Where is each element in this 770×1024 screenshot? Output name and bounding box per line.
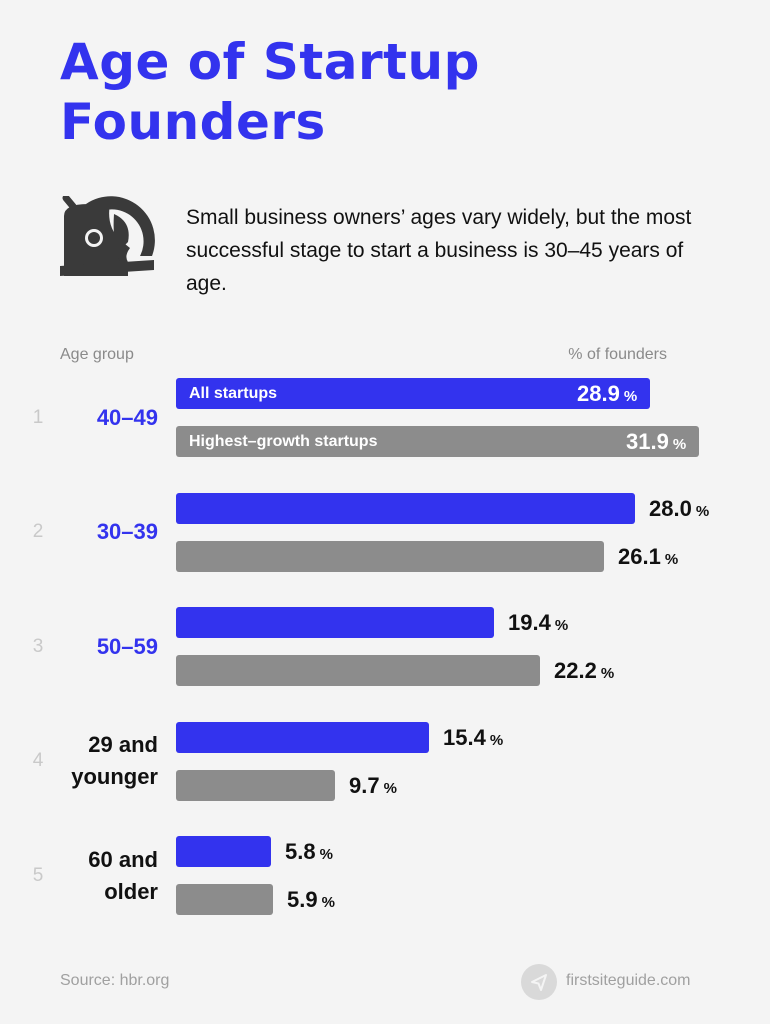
age-group-label-line: 60 and <box>88 846 158 872</box>
bar-all-startups <box>176 836 271 867</box>
age-group-label: 30–39 <box>40 516 158 548</box>
chart-title: Age of Startup Founders <box>60 32 680 152</box>
value-number: 5.9 <box>287 887 318 912</box>
title-line-2: Founders <box>60 93 326 151</box>
founder-gauge-icon <box>60 196 155 276</box>
age-group-label: 40–49 <box>40 402 158 434</box>
title-line-1: Age of Startup <box>60 33 480 91</box>
value-unit: % <box>695 502 710 520</box>
paper-plane-glyph <box>531 974 547 991</box>
paper-plane-icon <box>521 964 557 1000</box>
value-number: 5.8 <box>285 839 316 864</box>
value-label: 28.0% <box>649 493 709 527</box>
age-group-label-line: 30–39 <box>96 519 158 544</box>
value-label: 31.9% <box>626 426 686 460</box>
value-number: 28.0 <box>649 495 692 521</box>
age-group-label: 29 and younger <box>40 729 158 793</box>
value-unit: % <box>664 550 679 568</box>
age-group-header: Age group <box>60 346 134 363</box>
value-label: 19.4% <box>508 607 568 641</box>
value-unit: % <box>554 617 569 634</box>
value-number: 31.9 <box>626 429 669 454</box>
rank-number: 5 <box>32 864 44 886</box>
value-number: 26.1 <box>618 543 661 569</box>
rank-number: 3 <box>32 635 44 657</box>
value-label: 22.2% <box>554 655 614 689</box>
value-unit: % <box>383 779 397 797</box>
intro-text: Small business owners’ ages vary widely,… <box>186 206 692 295</box>
bar-highest-growth <box>176 655 540 686</box>
value-number: 28.9 <box>577 381 620 406</box>
age-group-label-line: younger <box>71 764 158 789</box>
age-group-label: 60 and older <box>40 844 158 908</box>
bar-highest-growth <box>176 884 273 915</box>
rank-number: 2 <box>32 521 44 542</box>
rank-number: 4 <box>32 750 44 771</box>
age-group-label-line: 29 and <box>88 732 158 757</box>
value-number: 22.2 <box>554 658 597 683</box>
value-unit: % <box>600 665 615 682</box>
series-label: Highest–growth startups <box>189 433 378 450</box>
value-label: 5.8% <box>285 836 333 870</box>
bar-all-startups <box>176 721 429 753</box>
value-unit: % <box>623 388 638 405</box>
value-number: 15.4 <box>443 724 486 750</box>
age-group-label-line: 50–59 <box>96 633 158 659</box>
bar-highest-growth <box>176 540 604 572</box>
rank-number: 1 <box>32 406 44 428</box>
value-number: 9.7 <box>349 772 380 798</box>
percent-header: % of founders <box>568 346 667 363</box>
series-label: All startups <box>189 385 278 402</box>
value-unit: % <box>489 731 504 749</box>
bar-all-startups: All startups <box>176 378 650 409</box>
bar-highest-growth: Highest–growth startups <box>176 426 699 457</box>
age-group-label-line: older <box>104 878 158 904</box>
age-group-label: 50–59 <box>40 631 158 663</box>
bar-all-startups <box>176 492 635 524</box>
value-label: 28.9% <box>577 378 637 412</box>
brand-name: firstsiteguide.com <box>566 972 691 989</box>
bar-all-startups <box>176 607 494 638</box>
age-group-label-line: 40–49 <box>96 404 158 430</box>
value-unit: % <box>321 894 335 911</box>
value-number: 19.4 <box>508 610 551 635</box>
value-label: 15.4% <box>443 722 503 756</box>
value-unit: % <box>319 846 333 863</box>
value-label: 5.9% <box>287 884 335 918</box>
bar-highest-growth <box>176 769 335 801</box>
value-label: 26.1% <box>618 541 678 575</box>
value-label: 9.7% <box>349 770 397 804</box>
value-unit: % <box>672 436 687 453</box>
source-note: Source: hbr.org <box>60 972 170 989</box>
